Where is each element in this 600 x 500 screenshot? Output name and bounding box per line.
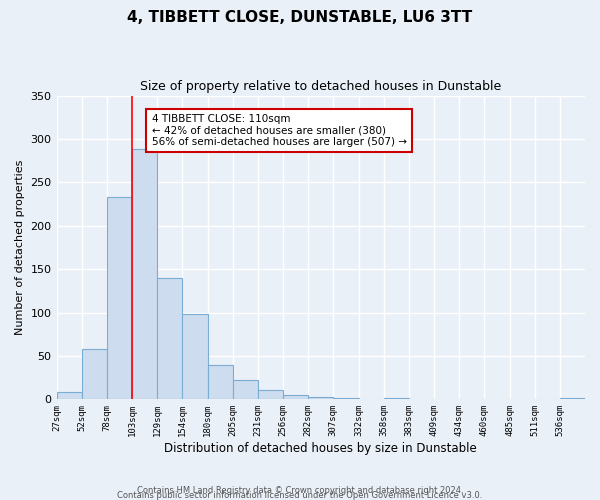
X-axis label: Distribution of detached houses by size in Dunstable: Distribution of detached houses by size … <box>164 442 477 455</box>
Bar <box>107 197 132 400</box>
Bar <box>182 314 208 400</box>
Y-axis label: Number of detached properties: Number of detached properties <box>15 160 25 335</box>
Text: 4, TIBBETT CLOSE, DUNSTABLE, LU6 3TT: 4, TIBBETT CLOSE, DUNSTABLE, LU6 3TT <box>127 10 473 25</box>
Title: Size of property relative to detached houses in Dunstable: Size of property relative to detached ho… <box>140 80 502 93</box>
Bar <box>334 398 359 400</box>
Text: Contains public sector information licensed under the Open Government Licence v3: Contains public sector information licen… <box>118 490 482 500</box>
Bar <box>258 390 283 400</box>
Bar <box>132 150 157 400</box>
Bar <box>383 398 409 400</box>
Text: Contains HM Land Registry data © Crown copyright and database right 2024.: Contains HM Land Registry data © Crown c… <box>137 486 463 495</box>
Bar <box>308 396 334 400</box>
Text: 4 TIBBETT CLOSE: 110sqm
← 42% of detached houses are smaller (380)
56% of semi-d: 4 TIBBETT CLOSE: 110sqm ← 42% of detache… <box>152 114 407 147</box>
Bar <box>560 398 585 400</box>
Bar <box>82 349 107 400</box>
Bar <box>56 392 82 400</box>
Bar <box>283 395 308 400</box>
Bar <box>233 380 258 400</box>
Bar <box>157 278 182 400</box>
Bar <box>208 364 233 400</box>
